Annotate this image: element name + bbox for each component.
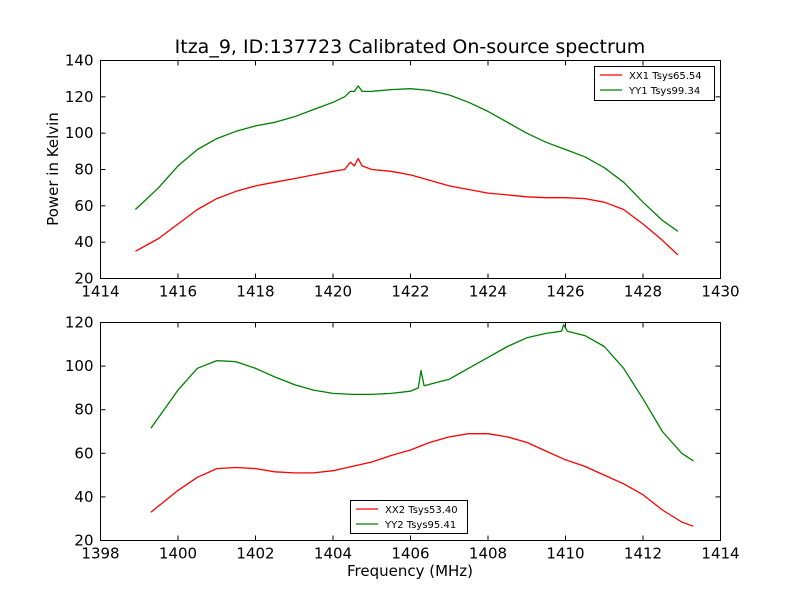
top-x-tick-label: 1420 — [314, 283, 352, 301]
legend-label-xx1: XX1 Tsys65.54 — [629, 71, 702, 82]
top-legend-box — [594, 66, 715, 101]
bottom-series-line-xx — [150, 433, 694, 527]
bottom-x-tick-label: 1400 — [159, 545, 197, 563]
top-x-tick-label: 1424 — [469, 283, 507, 301]
bottom-x-tick-label: 1414 — [701, 545, 739, 563]
top-plot-frame — [100, 60, 721, 279]
bottom-y-tick-label: 20 — [74, 532, 93, 550]
bottom-y-tick-label: 80 — [74, 401, 93, 419]
bottom-plot-frame — [100, 322, 721, 541]
bottom-series-line-yy — [150, 324, 694, 462]
top-y-tick-label: 60 — [74, 197, 93, 215]
bottom-x-tick-label: 1410 — [546, 545, 584, 563]
bottom-legend: XX2 Tsys53.40 YY2 Tsys95.41 — [350, 500, 468, 534]
top-x-tick-label: 1428 — [624, 283, 662, 301]
top-series-line-yy — [134, 85, 679, 232]
top-y-tick-label: 20 — [74, 270, 93, 288]
legend-label-yy1: YY1 Tsys99.34 — [628, 86, 700, 97]
bottom-y-tick-label: 120 — [65, 314, 94, 332]
top-x-tick-label: 1430 — [701, 283, 739, 301]
legend-label-xx2: XX2 Tsys53.40 — [385, 505, 458, 516]
top-y-tick-label: 140 — [65, 52, 94, 70]
top-y-tick-label: 80 — [74, 161, 93, 179]
bottom-x-tick-label: 1406 — [391, 545, 429, 563]
top-series-line-xx — [135, 157, 679, 256]
bottom-x-tick-label: 1408 — [469, 545, 507, 563]
bottom-panel-ticks: 1398 1400 1402 1404 1406 1408 1410 1412 1414 20 40… — [65, 314, 740, 563]
top-panel: Itza_9, ID:137723 Calibrated On-source s… — [44, 36, 740, 301]
top-y-tick-label: 120 — [65, 88, 94, 106]
top-x-tick-label: 1426 — [546, 283, 584, 301]
bottom-y-tick-label: 60 — [74, 444, 93, 462]
top-x-tick-label: 1416 — [159, 283, 197, 301]
bottom-x-tick-label: 1404 — [314, 545, 352, 563]
bottom-legend-box — [350, 500, 468, 534]
top-panel-series — [134, 85, 679, 256]
bottom-x-tick-label: 1402 — [236, 545, 274, 563]
bottom-y-tick-label: 100 — [65, 357, 94, 375]
top-y-tick-label: 40 — [74, 233, 93, 251]
top-y-axis-label: Power in Kelvin — [44, 112, 62, 226]
bottom-panel-series — [150, 324, 694, 527]
bottom-x-axis-label: Frequency (MHz) — [347, 562, 473, 580]
bottom-panel: 1398 1400 1402 1404 1406 1408 1410 1412 1414 20 40… — [65, 314, 740, 581]
top-y-tick-label: 100 — [65, 124, 94, 142]
top-panel-ticks: 1414 1416 1418 1420 1422 1424 1426 1428 1430 20 40… — [65, 52, 740, 301]
top-legend: XX1 Tsys65.54 YY1 Tsys99.34 — [594, 66, 715, 101]
bottom-x-tick-label: 1398 — [81, 545, 119, 563]
top-x-tick-label: 1422 — [391, 283, 429, 301]
bottom-x-tick-label: 1412 — [624, 545, 662, 563]
chart-title: Itza_9, ID:137723 Calibrated On-source s… — [175, 36, 646, 58]
bottom-y-tick-label: 40 — [74, 488, 93, 506]
legend-label-yy2: YY2 Tsys95.41 — [384, 520, 456, 531]
top-x-tick-label: 1414 — [81, 283, 119, 301]
top-x-tick-label: 1418 — [236, 283, 274, 301]
